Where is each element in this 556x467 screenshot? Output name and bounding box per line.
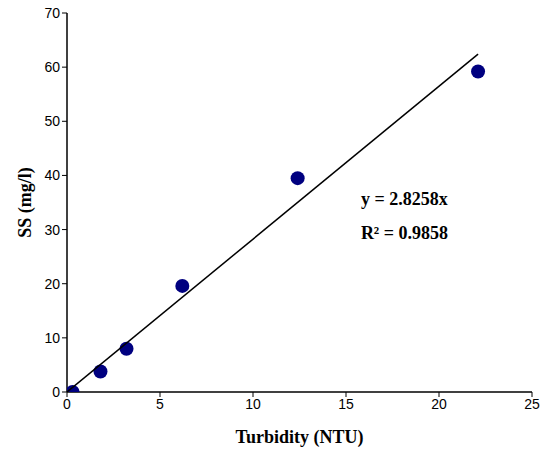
- svg-text:15: 15: [338, 396, 354, 412]
- svg-text:25: 25: [524, 396, 540, 412]
- svg-text:60: 60: [44, 59, 60, 75]
- svg-text:SS (mg/l): SS (mg/l): [15, 167, 36, 238]
- svg-text:0: 0: [52, 384, 60, 400]
- svg-text:5: 5: [156, 396, 164, 412]
- svg-text:70: 70: [44, 5, 60, 21]
- svg-text:20: 20: [431, 396, 447, 412]
- svg-text:10: 10: [245, 396, 261, 412]
- svg-text:0: 0: [63, 396, 71, 412]
- html-text:R² = 0.9858: R² = 0.9858: [360, 223, 448, 244]
- svg-text:Turbidity (NTU): Turbidity (NTU): [236, 427, 364, 448]
- svg-text:50: 50: [44, 113, 60, 129]
- svg-text:20: 20: [44, 276, 60, 292]
- svg-text:40: 40: [44, 167, 60, 183]
- svg-text:30: 30: [44, 222, 60, 238]
- html-text:y = 2.8258x: y = 2.8258x: [360, 189, 448, 210]
- svg-text:10: 10: [44, 330, 60, 346]
